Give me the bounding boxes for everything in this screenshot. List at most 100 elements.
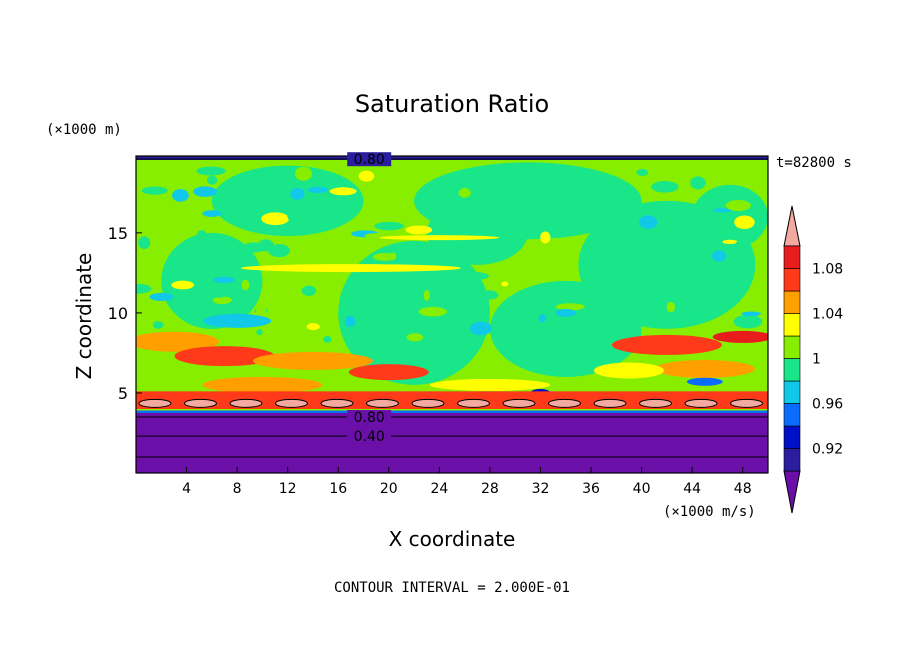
x-tick-label: 28	[481, 481, 499, 497]
contour-loop	[411, 398, 445, 408]
x-axis: 4 8 12 16 20 24 28 32 36 40 44 48	[182, 467, 752, 497]
field-patch	[593, 362, 664, 379]
field-cell	[722, 239, 738, 244]
field-cell	[152, 321, 164, 329]
x-tick-label: 16	[329, 481, 347, 497]
x-tick-label: 24	[430, 481, 448, 497]
field-cell	[538, 314, 547, 323]
field-cell	[730, 399, 763, 408]
field-cell	[480, 290, 499, 300]
field-cell	[651, 244, 660, 256]
contour-loop	[456, 398, 490, 408]
field-cell	[184, 399, 217, 408]
field-cell	[585, 259, 612, 271]
x-axis-title: X coordinate	[389, 527, 516, 551]
field-cell	[358, 170, 375, 182]
field-cell	[713, 208, 731, 213]
field-cell	[320, 399, 353, 408]
field-edge	[136, 410, 768, 413]
field-cell	[275, 399, 308, 408]
field-cell	[256, 329, 263, 336]
colorbar-tick-label: 1	[812, 352, 821, 368]
field-cell	[323, 335, 332, 343]
contour-loop	[547, 398, 581, 408]
contour-labels: 0.80 0.80 0.40	[347, 152, 392, 445]
field-cell	[202, 210, 222, 218]
contour-label-bg	[347, 152, 392, 167]
time-label: t=82800 s	[776, 155, 852, 171]
y-axis: 5 10 15	[108, 224, 142, 403]
field-cell	[171, 280, 195, 290]
field-patch	[654, 359, 755, 378]
x-tick-label: 48	[734, 481, 752, 497]
field-cell	[712, 250, 727, 262]
field-patch	[211, 165, 364, 237]
field-cell	[639, 215, 658, 229]
colorbar-segment	[783, 425, 801, 449]
field-patch	[348, 364, 429, 381]
contour-interval-footer: CONTOUR INTERVAL = 2.000E-01	[334, 580, 570, 596]
field-patch	[489, 280, 642, 377]
field-cell	[469, 321, 492, 336]
x-tick-label: 44	[683, 481, 701, 497]
chart-title: Saturation Ratio	[355, 90, 549, 118]
field-cell	[434, 243, 442, 249]
colorbar-tick-label: 1.04	[812, 307, 843, 323]
x-tick-label: 8	[233, 481, 242, 497]
field-cell	[666, 301, 676, 313]
contour-label: 0.40	[354, 429, 385, 445]
x-tick-label: 4	[182, 481, 191, 497]
y-axis-title: Z coordinate	[72, 253, 96, 380]
field-cell	[372, 253, 397, 261]
field-patch	[692, 184, 768, 249]
field-cell	[502, 399, 535, 408]
field-band	[379, 235, 500, 241]
colorbar-tick-label: 0.96	[812, 397, 843, 413]
contour-loop	[183, 398, 217, 408]
field-cell	[138, 399, 171, 408]
field-cell	[594, 399, 626, 408]
field-band	[240, 264, 461, 273]
plot-area	[135, 155, 769, 474]
field-cell	[172, 189, 189, 202]
colorbar-tick-label: 0.92	[812, 442, 843, 458]
colorbar-segment	[783, 313, 801, 337]
field-cell	[690, 176, 706, 190]
contour-loop	[639, 398, 673, 408]
y-tick-label: 10	[108, 304, 128, 323]
contour-loop	[138, 398, 172, 408]
field-cell	[366, 399, 399, 408]
contour-label: 0.80	[354, 152, 385, 168]
contour-label-bg	[347, 429, 392, 444]
field-cell	[637, 272, 664, 280]
field-cell	[287, 207, 296, 222]
field-cell	[186, 307, 194, 322]
field-cell	[324, 217, 336, 230]
field-cell	[418, 306, 447, 317]
field-cell	[166, 260, 178, 272]
field-cell	[204, 288, 231, 298]
contour-loop	[365, 398, 399, 408]
contour-loop	[229, 398, 263, 408]
colorbar-segment	[783, 290, 801, 314]
field-patch	[555, 308, 576, 317]
field-cell	[301, 285, 317, 296]
contour-loop	[274, 398, 308, 408]
plot-frame	[135, 155, 769, 474]
field-cell	[458, 187, 471, 198]
field-cell	[261, 212, 290, 226]
x-tick-label: 20	[380, 481, 398, 497]
field-cell	[469, 180, 483, 188]
colorbar-segment	[783, 403, 801, 427]
field-cell	[345, 315, 356, 327]
field-cell	[197, 230, 207, 239]
field-cell	[257, 239, 274, 252]
field-cell	[457, 399, 490, 408]
field-cell	[290, 187, 305, 200]
field-patch	[611, 334, 722, 355]
field-cell	[607, 267, 634, 278]
field-cell	[229, 399, 262, 408]
colorbar-segment	[783, 448, 801, 472]
field-cell	[245, 219, 257, 230]
